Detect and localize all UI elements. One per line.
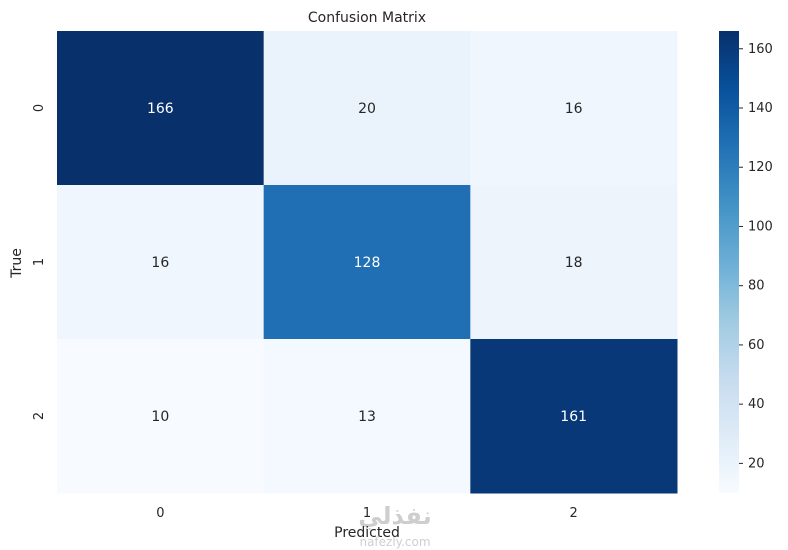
heatmap-cell-1-2: [470, 185, 678, 340]
heatmap-cell-2-2: [470, 339, 678, 494]
watermark-subtext: nafezly.com: [359, 535, 430, 549]
colorbar-tick-4: 100: [748, 219, 773, 234]
heatmap-cell-2-0: [57, 339, 265, 494]
colorbar-tick-6: 140: [748, 101, 773, 116]
heatmap-cell-0-0: [57, 31, 265, 186]
x-axis-label: Predicted: [334, 525, 400, 541]
x-tick-1: 1: [363, 506, 371, 521]
y-axis-label: True: [9, 248, 25, 279]
heatmap-cell-0-2: [470, 31, 678, 186]
colorbar-tick-7: 160: [748, 42, 773, 57]
colorbar-ticks: 20 40 60 80 100 120 140 160: [739, 42, 773, 471]
cell-value-1-1: 128: [354, 255, 381, 271]
cell-value-0-0: 166: [147, 101, 174, 117]
watermark-text: نفذلي: [358, 502, 431, 530]
cell-value-2-1: 13: [358, 409, 376, 425]
colorbar: [719, 31, 739, 493]
x-tick-0: 0: [156, 506, 164, 521]
colorbar-tick-0: 20: [748, 456, 765, 471]
y-tick-2: 2: [32, 412, 47, 420]
heatmap-cells: [57, 31, 678, 494]
heatmap-cell-1-1: [263, 185, 471, 340]
heatmap-cell-labels: 166 20 16 16 128 18 10 13 161: [147, 101, 587, 425]
y-tick-1: 1: [32, 258, 47, 266]
x-axis-ticks: 0 1 2: [156, 506, 578, 521]
colorbar-tick-1: 40: [748, 397, 765, 412]
x-tick-2: 2: [570, 506, 578, 521]
y-axis-ticks: 0 1 2: [32, 104, 47, 420]
heatmap-cell-2-1: [263, 339, 471, 494]
cell-value-1-2: 18: [565, 255, 583, 271]
heatmap-cell-0-1: [263, 31, 471, 186]
colorbar-tick-2: 60: [748, 338, 765, 353]
cell-value-0-1: 20: [358, 101, 376, 117]
y-tick-0: 0: [32, 104, 47, 112]
cell-value-0-2: 16: [565, 101, 583, 117]
colorbar-tick-3: 80: [748, 279, 765, 294]
heatmap-cell-1-0: [57, 185, 265, 340]
cell-value-2-2: 161: [560, 409, 587, 425]
cell-value-2-0: 10: [151, 409, 169, 425]
colorbar-tick-5: 120: [748, 160, 773, 175]
cell-value-1-0: 16: [151, 255, 169, 271]
chart-title: Confusion Matrix: [308, 10, 426, 26]
watermark: نفذلي nafezly.com: [358, 502, 431, 549]
